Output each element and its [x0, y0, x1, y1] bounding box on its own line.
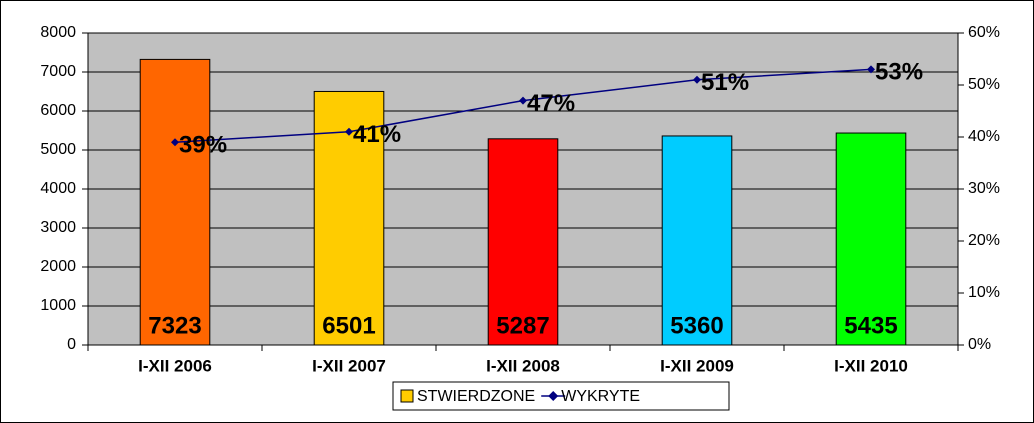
bar	[835, 132, 907, 346]
y2-tick-label: 40%	[968, 128, 1000, 145]
y2-tick-label: 50%	[968, 76, 1000, 93]
legend-label: STWIERDZONE	[417, 388, 535, 405]
y-tick-label: 3000	[40, 219, 76, 236]
x-tick-label: I-XII 2009	[660, 356, 734, 375]
bar-value-label: 5435	[844, 312, 897, 339]
bar	[487, 138, 559, 346]
line-value-label: 51%	[701, 69, 749, 96]
y2-tick-label: 0%	[968, 336, 991, 353]
line-marker	[171, 138, 179, 147]
bar-value-label: 5287	[496, 312, 549, 339]
bar	[661, 135, 733, 346]
line-marker	[345, 127, 353, 136]
x-tick-label: I-XII 2010	[834, 356, 908, 375]
x-tick-label: I-XII 2008	[486, 356, 560, 375]
bar-value-label: 5360	[670, 312, 723, 339]
line-marker	[519, 96, 527, 105]
bar	[139, 58, 211, 346]
y2-tick-label: 10%	[968, 284, 1000, 301]
line-value-label: 47%	[527, 90, 575, 117]
bar-value-label: 7323	[148, 312, 201, 339]
line-value-label: 39%	[179, 132, 227, 159]
legend-label: WYKRYTE	[561, 388, 640, 405]
y-tick-label: 0	[67, 336, 76, 353]
x-tick-label: I-XII 2007	[312, 356, 386, 375]
y-tick-label: 7000	[40, 63, 76, 80]
y-tick-label: 2000	[40, 258, 76, 275]
line-marker	[693, 75, 701, 84]
y2-tick-label: 30%	[968, 180, 1000, 197]
bar-value-label: 6501	[322, 312, 375, 339]
line-value-label: 41%	[353, 121, 401, 148]
line-marker	[867, 65, 875, 74]
y2-tick-label: 20%	[968, 232, 1000, 249]
x-tick-label: I-XII 2006	[138, 356, 212, 375]
y-tick-label: 5000	[40, 141, 76, 158]
y2-tick-label: 60%	[968, 24, 1000, 41]
y-tick-label: 8000	[40, 24, 76, 41]
legend-swatch	[400, 389, 414, 403]
line-value-label: 53%	[875, 59, 923, 86]
y-tick-label: 4000	[40, 180, 76, 197]
y-tick-label: 6000	[40, 102, 76, 119]
y-tick-label: 1000	[40, 297, 76, 314]
legend-marker	[548, 391, 559, 401]
